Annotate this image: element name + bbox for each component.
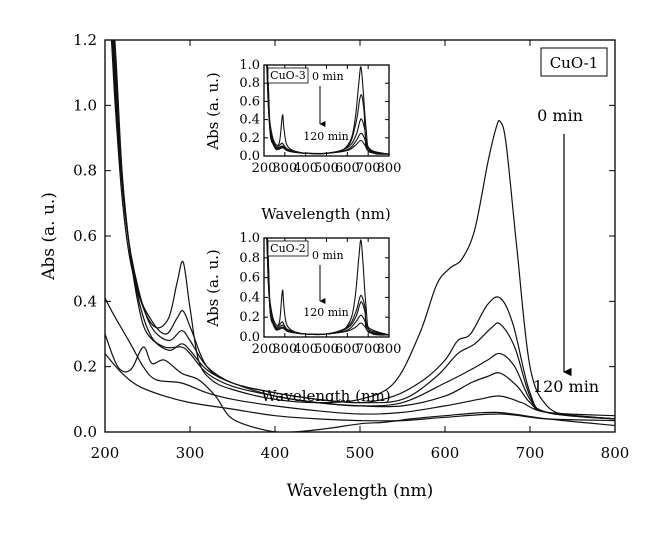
inset-cuo-3-end-label: 120 min	[303, 130, 349, 143]
inset-cuo-2-label-box	[267, 240, 309, 257]
inset-cuo-3-series-5	[266, 65, 389, 155]
inset-cuo-3-x-tick-label: 700	[356, 161, 381, 176]
inset-cuo-2-y-tick-label: 0.2	[239, 310, 260, 325]
time-end-label: 120 min	[533, 377, 599, 396]
inset-cuo-3-y-tick-label: 0.8	[239, 76, 260, 91]
inset-cuo-3-x-tick-label: 600	[335, 161, 360, 176]
inset-cuo-3-y-tick-label: 0.4	[239, 113, 260, 128]
inset-cuo-2-label: CuO-2	[270, 242, 306, 255]
inset-cuo-2-x-tick-label: 600	[335, 342, 360, 357]
inset-cuo-3-x-tick-label: 500	[314, 161, 339, 176]
main-y-tick-label: 1.0	[73, 96, 97, 114]
main-plot: 200 300 400 500 600 700 8000.00.20.40.60.81.01…	[39, 31, 629, 501]
main-x-tick-label: 800	[601, 444, 630, 462]
main-axes: 200 300 400 500 600 700 8000.00.20.40.60.81.01…	[73, 31, 629, 462]
main-y-axis-label: Abs (a. u.)	[39, 192, 59, 281]
main-y-tick-label: 0.0	[73, 423, 97, 441]
inset-cuo-2: 2003004005006007008000.00.20.40.60.81.0 …	[204, 231, 401, 405]
inset-cuo-3-y-tick-label: 0.0	[239, 149, 260, 164]
inset-cuo-2-y-tick-label: 0.6	[239, 271, 260, 286]
inset-cuo-2-x-axis-label: Wavelength (nm)	[261, 387, 390, 405]
main-series-8	[105, 333, 615, 432]
main-x-tick-label: 700	[516, 444, 545, 462]
inset-cuo-2-x-tick-label: 800	[377, 342, 402, 357]
time-start-label: 0 min	[537, 106, 583, 125]
inset-cuo-2-y-tick-label: 0.0	[239, 330, 260, 345]
inset-cuo-3-y-tick-label: 1.0	[239, 58, 260, 73]
inset-cuo-3-y-tick-label: 0.6	[239, 94, 260, 109]
inset-cuo-3-y-axis-label: Abs (a. u.)	[204, 72, 222, 151]
main-y-tick-label: 0.6	[73, 227, 97, 245]
inset-cuo-2-series-5	[266, 238, 389, 336]
inset-cuo-2-x-tick-label: 500	[314, 342, 339, 357]
inset-cuo-3-x-tick-label: 800	[377, 161, 402, 176]
main-x-axis-label: Wavelength (nm)	[287, 481, 434, 501]
main-series-7	[105, 353, 615, 422]
inset-cuo-3-label-box	[267, 67, 309, 84]
main-y-tick-label: 0.2	[73, 358, 97, 376]
inset-cuo-2-x-tick-label: 700	[356, 342, 381, 357]
inset-cuo-3-start-label: 0 min	[312, 70, 344, 83]
main-x-tick-label: 300	[176, 444, 205, 462]
main-series-3	[112, 40, 615, 420]
inset-cuo-3-x-tick-label: 300	[272, 161, 297, 176]
inset-cuo-2-y-tick-label: 0.4	[239, 290, 260, 305]
inset-cuo-3-x-axis-label: Wavelength (nm)	[261, 205, 390, 223]
sample-label-box	[540, 47, 608, 77]
main-x-tick-label: 500	[346, 444, 375, 462]
inset-cuo-2-x-tick-label: 400	[293, 342, 318, 357]
main-series-6	[105, 297, 615, 417]
inset-cuo-2-start-label: 0 min	[312, 249, 344, 262]
inset-cuo-3-x-tick-label: 200	[252, 161, 277, 176]
inset-cuo-2-x-tick-label: 300	[272, 342, 297, 357]
inset-cuo-2-y-tick-label: 1.0	[239, 231, 260, 246]
main-y-tick-label: 0.4	[73, 292, 97, 310]
inset-cuo-2-x-tick-label: 200	[252, 342, 277, 357]
main-x-tick-label: 400	[261, 444, 290, 462]
inset-cuo-3-label: CuO-3	[270, 69, 306, 82]
main-series-5	[114, 40, 615, 420]
inset-cuo-2-end-label: 120 min	[303, 306, 349, 319]
main-x-tick-label: 600	[431, 444, 460, 462]
main-x-tick-label: 200	[91, 444, 120, 462]
sample-label: CuO-1	[550, 54, 599, 72]
inset-cuo-3: 2003004005006007008000.00.20.40.60.81.0 …	[204, 58, 401, 223]
inset-cuo-2-y-axis-label: Abs (a. u.)	[204, 249, 222, 328]
main-y-tick-label: 1.2	[73, 31, 97, 49]
inset-cuo-3-x-tick-label: 400	[293, 161, 318, 176]
inset-cuo-2-y-tick-label: 0.8	[239, 251, 260, 266]
main-y-tick-label: 0.8	[73, 162, 97, 180]
inset-cuo-3-y-tick-label: 0.2	[239, 131, 260, 146]
main-series-group	[105, 40, 615, 432]
